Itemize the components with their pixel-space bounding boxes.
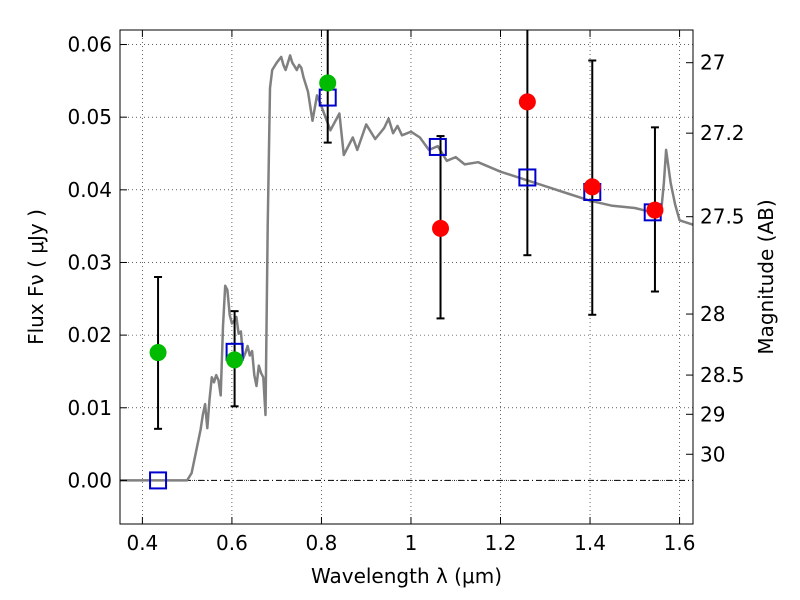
x-tick-label: 0.4 <box>126 531 158 555</box>
right-axis-label: Magnitude (AB) <box>754 199 778 354</box>
x-tick-label: 1 <box>405 531 418 555</box>
x-tick-label: 1.6 <box>664 531 696 555</box>
y-tick-label: 0.03 <box>67 250 112 274</box>
y-tick-label: 0.01 <box>67 396 112 420</box>
y-tick-label: 0.04 <box>67 178 112 202</box>
y-tick-label: 0.05 <box>67 105 112 129</box>
model-band-marker <box>518 168 537 187</box>
nir-detection-point <box>432 219 450 237</box>
x-tick-label: 1.2 <box>485 531 517 555</box>
right-axis-tick-label: 28.5 <box>700 363 745 387</box>
x-tick-label: 0.6 <box>216 531 248 555</box>
right-axis-tick-label: 29 <box>700 402 725 426</box>
y-tick-label: 0.00 <box>67 468 112 492</box>
right-axis-tick-label: 27.5 <box>700 205 745 229</box>
plot-frame <box>119 29 694 525</box>
y-tick-label: 0.06 <box>67 33 112 57</box>
x-axis-label: Wavelength λ (μm) <box>311 564 502 588</box>
y-axis-label: Flux Fν ( μJy ) <box>24 209 48 345</box>
x-tick-label: 1.4 <box>574 531 606 555</box>
ticks: 0.4 0.6 0.8 1 1.2 1.4 1.6 0.00 0.01 0.02 0.03 0.04 0… <box>67 30 745 555</box>
model-band-marker <box>428 137 447 156</box>
model-band-marker <box>149 471 168 490</box>
y-tick-label: 0.02 <box>67 323 112 347</box>
nir-detection-point <box>646 201 664 219</box>
right-axis-tick-label: 30 <box>700 442 725 466</box>
nir-detection-point <box>518 93 536 111</box>
optical-detection-point <box>319 74 337 92</box>
x-tick-label: 0.8 <box>306 531 338 555</box>
optical-detection-point <box>226 351 244 369</box>
nir-detection-point <box>583 178 601 196</box>
optical-detection-point <box>149 344 167 362</box>
right-axis-tick-label: 27 <box>700 51 725 75</box>
right-axis-tick-label: 27.2 <box>700 121 745 145</box>
right-axis-tick-label: 28 <box>700 302 725 326</box>
markers <box>149 74 664 490</box>
